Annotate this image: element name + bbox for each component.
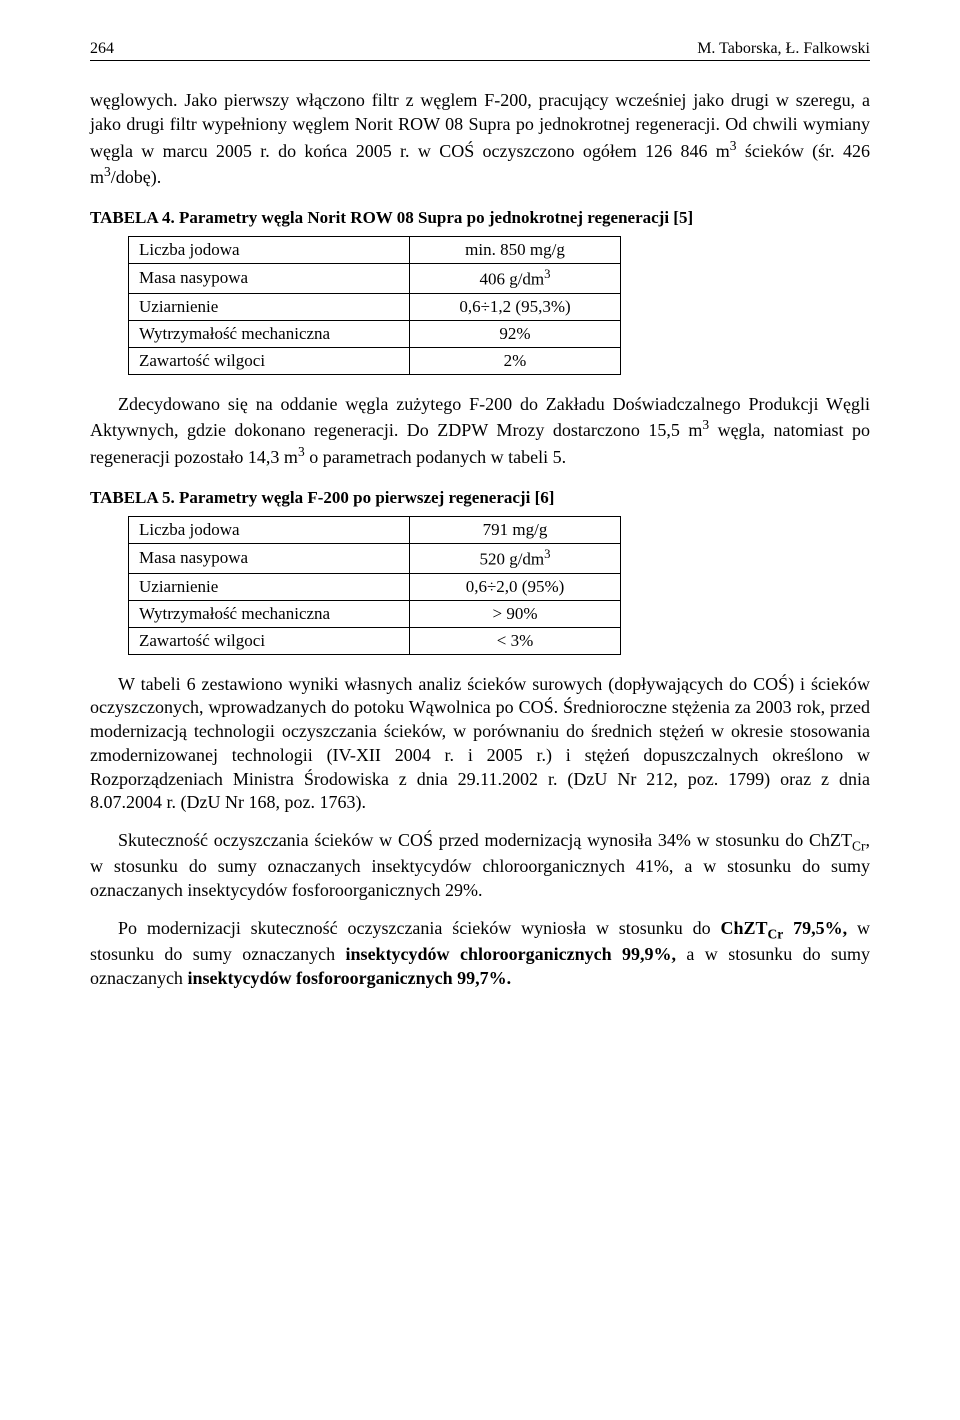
paragraph-1: węglowych. Jako pierwszy włączono filtr … [90, 89, 870, 190]
table-row: Masa nasypowa 520 g/dm3 [129, 543, 621, 573]
table-row: Zawartość wilgoci < 3% [129, 627, 621, 654]
p1-tail2: /dobę). [111, 167, 161, 187]
paragraph-3: W tabeli 6 zestawiono wyniki własnych an… [90, 673, 870, 816]
table-row: Wytrzymałość mechaniczna 92% [129, 320, 621, 347]
paragraph-4: Skuteczność oczyszczania ścieków w COŚ p… [90, 829, 870, 903]
table-row: Zawartość wilgoci 2% [129, 347, 621, 374]
cell-label: Liczba jodowa [129, 516, 410, 543]
val-pre: 520 g/dm [479, 550, 544, 569]
cell-label: Masa nasypowa [129, 264, 410, 294]
page-number: 264 [90, 40, 114, 58]
cell-value: 520 g/dm3 [410, 543, 621, 573]
table-row: Liczba jodowa 791 mg/g [129, 516, 621, 543]
p4a: Skuteczność oczyszczania ścieków w COŚ p… [118, 830, 852, 850]
p5-bold1: ChZTCr 79,5%, [721, 918, 848, 938]
sup-m3: 3 [730, 138, 737, 153]
page: 264 M. Taborska, Ł. Falkowski węglowych.… [0, 0, 960, 1065]
cell-label: Masa nasypowa [129, 543, 410, 573]
sup-m3-4: 3 [298, 444, 305, 459]
pct1: 79,5%, [783, 918, 847, 938]
cell-label: Uziarnienie [129, 573, 410, 600]
p5-bold3: insektycydów fosforoorganicznych 99,7%. [187, 968, 511, 988]
cell-label: Uziarnienie [129, 293, 410, 320]
table-row: Liczba jodowa min. 850 mg/g [129, 237, 621, 264]
cell-value: 791 mg/g [410, 516, 621, 543]
table4: Liczba jodowa min. 850 mg/g Masa nasypow… [128, 236, 621, 375]
cell-value: > 90% [410, 600, 621, 627]
cell-label: Wytrzymałość mechaniczna [129, 600, 410, 627]
sup-dm3: 3 [544, 267, 550, 281]
table-row: Uziarnienie 0,6÷2,0 (95%) [129, 573, 621, 600]
cell-value: 0,6÷2,0 (95%) [410, 573, 621, 600]
chzt: ChZT [721, 918, 768, 938]
cell-value: 92% [410, 320, 621, 347]
cell-value: < 3% [410, 627, 621, 654]
sup-m3-2: 3 [104, 164, 111, 179]
table-row: Masa nasypowa 406 g/dm3 [129, 264, 621, 294]
p2c: o parametrach podanych w tabeli 5. [305, 447, 566, 467]
val-pre: 406 g/dm [479, 270, 544, 289]
header-authors: M. Taborska, Ł. Falkowski [697, 40, 870, 58]
table-row: Wytrzymałość mechaniczna > 90% [129, 600, 621, 627]
table-row: Uziarnienie 0,6÷1,2 (95,3%) [129, 293, 621, 320]
sup-dm3-2: 3 [544, 547, 550, 561]
cell-label: Liczba jodowa [129, 237, 410, 264]
table5-caption: TABELA 5. Parametry węgla F-200 po pierw… [90, 488, 870, 508]
sub-cr: Cr [852, 839, 866, 854]
paragraph-2: Zdecydowano się na oddanie węgla zużyteg… [90, 393, 870, 470]
cell-label: Zawartość wilgoci [129, 347, 410, 374]
table5: Liczba jodowa 791 mg/g Masa nasypowa 520… [128, 516, 621, 655]
table4-caption: TABELA 4. Parametry węgla Norit ROW 08 S… [90, 208, 870, 228]
paragraph-5: Po modernizacji skuteczność oczyszczania… [90, 917, 870, 991]
cell-value: 406 g/dm3 [410, 264, 621, 294]
cell-label: Wytrzymałość mechaniczna [129, 320, 410, 347]
cell-value: 0,6÷1,2 (95,3%) [410, 293, 621, 320]
p5a: Po modernizacji skuteczność oczyszczania… [118, 918, 721, 938]
running-header: 264 M. Taborska, Ł. Falkowski [90, 40, 870, 61]
sub-cr2: Cr [768, 927, 784, 942]
p5-bold2: insektycydów chloroorganicznych 99,9%, [346, 944, 676, 964]
cell-value: 2% [410, 347, 621, 374]
cell-value: min. 850 mg/g [410, 237, 621, 264]
cell-label: Zawartość wilgoci [129, 627, 410, 654]
